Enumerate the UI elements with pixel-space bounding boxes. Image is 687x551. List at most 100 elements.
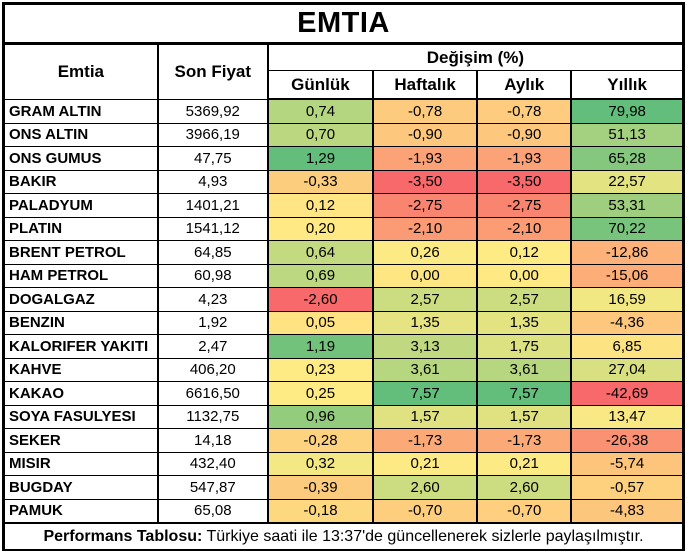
change-cell-weekly: -2,10	[372, 216, 479, 241]
last-price-value: 547,87	[156, 475, 269, 500]
change-cell-yearly: -42,69	[570, 381, 685, 406]
table-row: GRAM ALTIN 5369,92 0,74 -0,78 -0,78 79,98	[2, 98, 685, 124]
change-cell-weekly: 0,00	[372, 263, 479, 288]
change-cell-daily: 0,96	[266, 404, 375, 429]
last-price-value: 47,75	[156, 146, 269, 171]
change-cell-daily: -0,28	[266, 428, 375, 453]
table-row: SOYA FASULYESI 1132,75 0,96 1,57 1,57 13,47	[2, 404, 685, 429]
change-cell-daily: 0,20	[266, 216, 375, 241]
table-row: BENZIN 1,92 0,05 1,35 1,35 -4,36	[2, 310, 685, 335]
table-row: PALADYUM 1401,21 0,12 -2,75 -2,75 53,31	[2, 193, 685, 218]
page-title: EMTIA	[2, 3, 685, 45]
commodity-name: BENZIN	[2, 310, 159, 335]
change-cell-yearly: 13,47	[570, 404, 685, 429]
commodity-rows: GRAM ALTIN 5369,92 0,74 -0,78 -0,78 79,98 ONS …	[2, 98, 685, 524]
last-price-value: 432,40	[156, 451, 269, 476]
commodity-name: HAM PETROL	[2, 263, 159, 288]
commodity-name: PALADYUM	[2, 193, 159, 218]
change-cell-weekly: 3,61	[372, 357, 479, 382]
column-header-monthly: Aylık	[476, 70, 573, 100]
commodity-name: KALORIFER YAKITI	[2, 334, 159, 359]
change-cell-weekly: -2,75	[372, 193, 479, 218]
change-cell-monthly: -0,70	[476, 498, 573, 524]
title-row: EMTIA	[2, 3, 685, 45]
change-cell-yearly: 79,98	[570, 98, 685, 124]
column-header-weekly: Haftalık	[372, 70, 479, 100]
change-cell-yearly: 51,13	[570, 122, 685, 147]
change-cell-monthly: 1,75	[476, 334, 573, 359]
change-cell-weekly: 1,35	[372, 310, 479, 335]
change-cell-monthly: 0,00	[476, 263, 573, 288]
change-cell-daily: 0,69	[266, 263, 375, 288]
change-cell-daily: 0,25	[266, 381, 375, 406]
change-cell-monthly: -1,93	[476, 146, 573, 171]
change-cell-weekly: 0,26	[372, 240, 479, 265]
change-cell-daily: 0,70	[266, 122, 375, 147]
change-cell-weekly: -1,93	[372, 146, 479, 171]
change-cell-yearly: 27,04	[570, 357, 685, 382]
change-cell-weekly: -1,73	[372, 428, 479, 453]
last-price-value: 1401,21	[156, 193, 269, 218]
table-row: KAHVE 406,20 0,23 3,61 3,61 27,04	[2, 357, 685, 382]
change-cell-monthly: -2,10	[476, 216, 573, 241]
change-cell-monthly: -0,90	[476, 122, 573, 147]
last-price-value: 5369,92	[156, 98, 269, 124]
footer-label: Performans Tablosu:	[43, 527, 203, 545]
table-row: KAKAO 6616,50 0,25 7,57 7,57 -42,69	[2, 381, 685, 406]
last-price-value: 4,93	[156, 169, 269, 194]
change-cell-daily: 0,05	[266, 310, 375, 335]
commodity-name: SOYA FASULYESI	[2, 404, 159, 429]
change-cell-weekly: -0,78	[372, 98, 479, 124]
last-price-value: 2,47	[156, 334, 269, 359]
change-cell-yearly: -5,74	[570, 451, 685, 476]
change-cell-daily: 1,19	[266, 334, 375, 359]
commodity-name: BAKIR	[2, 169, 159, 194]
change-cell-daily: -0,33	[266, 169, 375, 194]
change-cell-monthly: 7,57	[476, 381, 573, 406]
change-cell-yearly: 65,28	[570, 146, 685, 171]
change-cell-monthly: 2,57	[476, 287, 573, 312]
change-cell-weekly: 2,57	[372, 287, 479, 312]
last-price-value: 1,92	[156, 310, 269, 335]
last-price-value: 1541,12	[156, 216, 269, 241]
change-cell-yearly: -12,86	[570, 240, 685, 265]
table-row: BRENT PETROL 64,85 0,64 0,26 0,12 -12,86	[2, 240, 685, 265]
header-row-main: Emtia Son Fiyat Değişim (%)	[2, 43, 685, 100]
change-cell-monthly: -1,73	[476, 428, 573, 453]
change-cell-monthly: -0,78	[476, 98, 573, 124]
change-cell-weekly: -0,90	[372, 122, 479, 147]
table-row: MISIR 432,40 0,32 0,21 0,21 -5,74	[2, 451, 685, 476]
column-header-yearly: Yıllık	[570, 70, 685, 100]
change-cell-daily: -0,18	[266, 498, 375, 524]
last-price-value: 60,98	[156, 263, 269, 288]
table-row: ONS ALTIN 3966,19 0,70 -0,90 -0,90 51,13	[2, 122, 685, 147]
change-cell-monthly: 0,21	[476, 451, 573, 476]
last-price-value: 1132,75	[156, 404, 269, 429]
last-price-value: 4,23	[156, 287, 269, 312]
footer-text: Türkiye saati ile 13:37'de güncellenerek…	[206, 527, 644, 545]
change-cell-daily: -2,60	[266, 287, 375, 312]
change-cell-monthly: 0,12	[476, 240, 573, 265]
table-row: PLATIN 1541,12 0,20 -2,10 -2,10 70,22	[2, 216, 685, 241]
change-cell-weekly: -0,70	[372, 498, 479, 524]
change-cell-weekly: 3,13	[372, 334, 479, 359]
footer-note: Performans Tablosu: Türkiye saati ile 13…	[2, 522, 685, 551]
change-cell-daily: 0,32	[266, 451, 375, 476]
change-cell-daily: 1,29	[266, 146, 375, 171]
change-cell-yearly: 22,57	[570, 169, 685, 194]
change-cell-yearly: -0,57	[570, 475, 685, 500]
commodity-name: MISIR	[2, 451, 159, 476]
footer-row: Performans Tablosu: Türkiye saati ile 13…	[2, 522, 685, 551]
change-cell-monthly: 3,61	[476, 357, 573, 382]
change-cell-daily: 0,12	[266, 193, 375, 218]
table-row: BUGDAY 547,87 -0,39 2,60 2,60 -0,57	[2, 475, 685, 500]
change-cell-yearly: 53,31	[570, 193, 685, 218]
change-cell-daily: 0,74	[266, 98, 375, 124]
last-price-value: 64,85	[156, 240, 269, 265]
table-row: DOGALGAZ 4,23 -2,60 2,57 2,57 16,59	[2, 287, 685, 312]
change-cell-yearly: -26,38	[570, 428, 685, 453]
column-header-commodity: Emtia	[2, 43, 159, 100]
last-price-value: 3966,19	[156, 122, 269, 147]
table-header: EMTIA Emtia Son Fiyat Değişim (%) Günlük…	[2, 3, 685, 100]
